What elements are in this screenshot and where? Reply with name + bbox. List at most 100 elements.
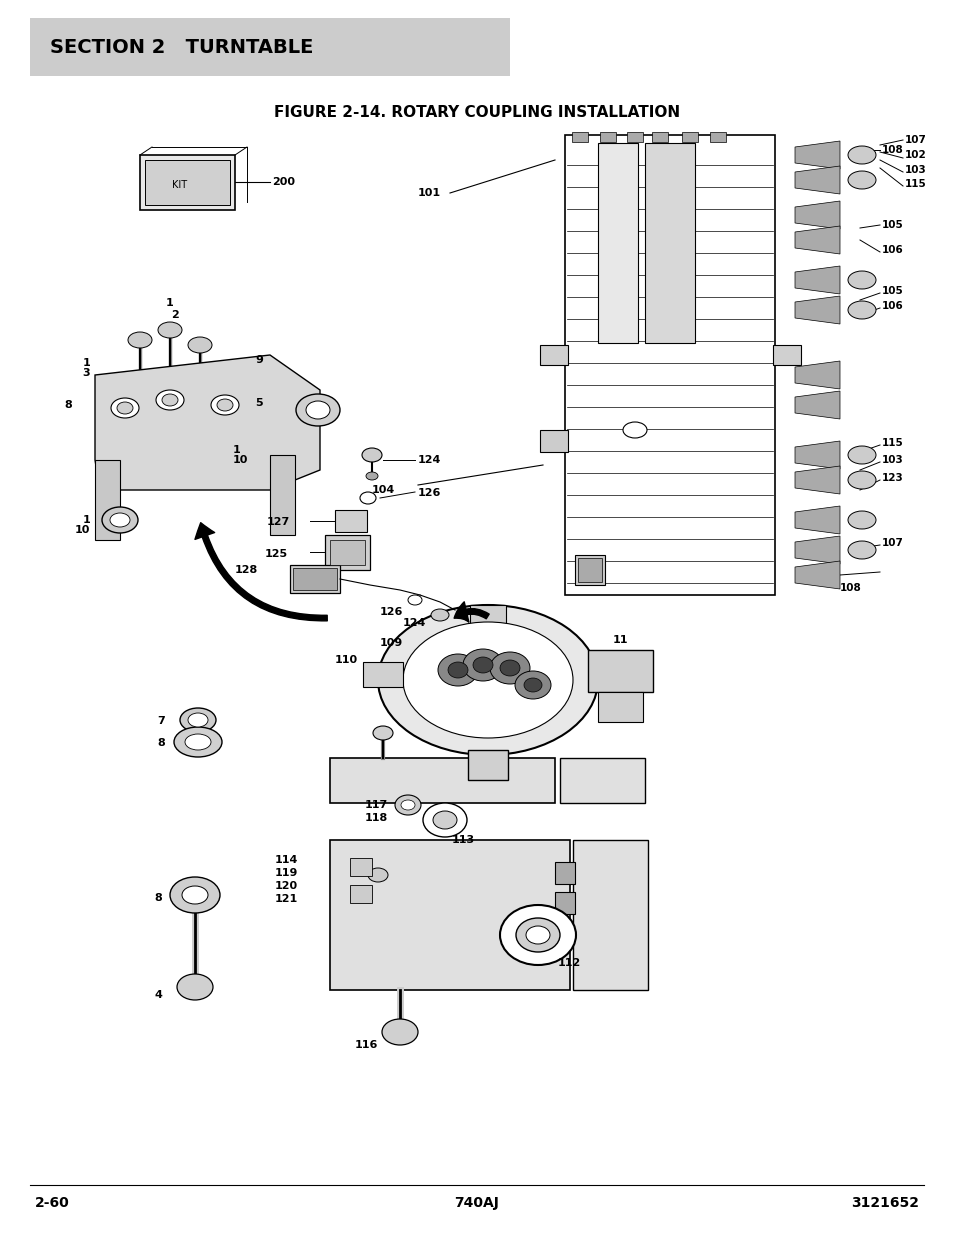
Text: SECTION 2   TURNTABLE: SECTION 2 TURNTABLE <box>50 38 313 57</box>
Text: 5: 5 <box>254 398 262 408</box>
Polygon shape <box>794 391 840 419</box>
Text: 112: 112 <box>558 958 580 968</box>
FancyArrowPatch shape <box>454 601 489 622</box>
Ellipse shape <box>373 726 393 740</box>
Text: 11: 11 <box>613 635 628 645</box>
Polygon shape <box>794 226 840 254</box>
Text: 102: 102 <box>904 149 925 161</box>
Polygon shape <box>95 354 319 490</box>
Text: 128: 128 <box>234 564 257 576</box>
Text: FIGURE 2-14. ROTARY COUPLING INSTALLATION: FIGURE 2-14. ROTARY COUPLING INSTALLATIO… <box>274 105 679 120</box>
Ellipse shape <box>490 652 530 684</box>
Bar <box>325 535 370 571</box>
Ellipse shape <box>462 650 502 680</box>
Ellipse shape <box>366 472 377 480</box>
Ellipse shape <box>158 322 182 338</box>
Polygon shape <box>794 165 840 194</box>
Bar <box>290 564 339 593</box>
Ellipse shape <box>847 146 875 164</box>
Polygon shape <box>794 361 840 389</box>
Text: 107: 107 <box>882 538 902 548</box>
Polygon shape <box>794 141 840 169</box>
Text: 127: 127 <box>267 517 290 527</box>
Ellipse shape <box>156 390 184 410</box>
Ellipse shape <box>306 401 330 419</box>
Bar <box>572 132 587 142</box>
Bar <box>651 132 667 142</box>
Text: 740AJ: 740AJ <box>454 1195 499 1210</box>
Text: 108: 108 <box>882 144 902 156</box>
Ellipse shape <box>177 974 213 1000</box>
Polygon shape <box>794 536 840 564</box>
Text: 1: 1 <box>82 515 90 525</box>
Ellipse shape <box>359 492 375 504</box>
Bar <box>293 568 336 590</box>
Text: 3: 3 <box>82 368 90 378</box>
Ellipse shape <box>402 622 573 739</box>
Ellipse shape <box>400 800 415 810</box>
Text: 1: 1 <box>233 445 240 454</box>
Bar <box>772 345 801 366</box>
Ellipse shape <box>162 394 178 406</box>
Ellipse shape <box>847 541 875 559</box>
Text: 125: 125 <box>265 550 288 559</box>
Text: 114: 114 <box>274 855 297 864</box>
Text: 8: 8 <box>157 739 165 748</box>
Text: 10: 10 <box>233 454 248 466</box>
Text: 120: 120 <box>274 881 297 890</box>
Ellipse shape <box>381 1019 417 1045</box>
Polygon shape <box>794 506 840 534</box>
Ellipse shape <box>431 609 449 621</box>
Polygon shape <box>794 296 840 324</box>
Text: 1: 1 <box>166 298 173 308</box>
Ellipse shape <box>847 270 875 289</box>
Text: 1: 1 <box>82 358 90 368</box>
Text: 107: 107 <box>904 135 926 144</box>
Bar <box>681 132 698 142</box>
Polygon shape <box>794 441 840 469</box>
Text: 103: 103 <box>882 454 902 466</box>
Ellipse shape <box>102 508 138 534</box>
Text: 200: 200 <box>272 177 294 186</box>
Text: 3121652: 3121652 <box>850 1195 918 1210</box>
Ellipse shape <box>516 918 559 952</box>
Text: 105: 105 <box>882 287 902 296</box>
Bar <box>599 132 616 142</box>
Ellipse shape <box>499 659 519 676</box>
Text: 123: 123 <box>882 473 902 483</box>
Bar <box>350 885 372 903</box>
Bar <box>559 758 644 803</box>
FancyArrowPatch shape <box>194 522 327 621</box>
Ellipse shape <box>622 422 646 438</box>
Bar <box>578 558 601 582</box>
Text: 10: 10 <box>74 525 90 535</box>
Polygon shape <box>794 266 840 294</box>
Bar <box>539 430 567 452</box>
Text: 106: 106 <box>882 245 902 254</box>
Bar <box>335 510 367 532</box>
Text: 2: 2 <box>171 310 178 320</box>
Ellipse shape <box>473 657 493 673</box>
Text: 115: 115 <box>882 438 902 448</box>
Ellipse shape <box>185 734 211 750</box>
Ellipse shape <box>437 655 477 685</box>
Text: 116: 116 <box>355 1040 378 1050</box>
Bar <box>330 758 555 803</box>
Bar <box>270 454 294 535</box>
Bar <box>330 840 569 990</box>
Bar <box>145 161 230 205</box>
Bar <box>575 555 604 585</box>
Text: 118: 118 <box>365 813 388 823</box>
Bar <box>470 605 505 645</box>
Ellipse shape <box>515 671 551 699</box>
Bar <box>350 858 372 876</box>
Bar <box>564 135 774 595</box>
Ellipse shape <box>408 595 421 605</box>
Text: 4: 4 <box>154 990 162 1000</box>
Ellipse shape <box>182 885 208 904</box>
Ellipse shape <box>847 471 875 489</box>
Ellipse shape <box>847 446 875 464</box>
Ellipse shape <box>395 795 420 815</box>
Ellipse shape <box>216 399 233 411</box>
Ellipse shape <box>173 727 222 757</box>
